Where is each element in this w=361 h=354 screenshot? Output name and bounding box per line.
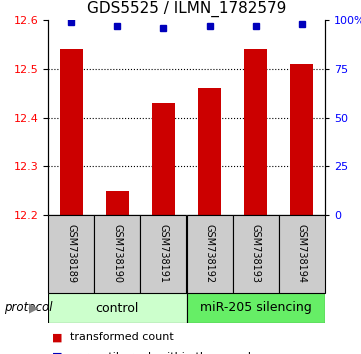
Text: control: control — [96, 302, 139, 314]
Bar — [290, 64, 313, 215]
Text: GSM738193: GSM738193 — [251, 224, 261, 284]
Bar — [187, 215, 233, 293]
Bar — [48, 293, 187, 323]
Text: GSM738189: GSM738189 — [66, 224, 76, 284]
Bar — [233, 215, 279, 293]
Bar — [106, 190, 129, 215]
Text: ■: ■ — [52, 352, 62, 354]
Text: protocol: protocol — [4, 302, 52, 314]
Title: GDS5525 / ILMN_1782579: GDS5525 / ILMN_1782579 — [87, 1, 286, 17]
Text: ■: ■ — [52, 332, 62, 342]
Text: GSM738190: GSM738190 — [112, 224, 122, 284]
Bar — [60, 49, 83, 215]
Text: GSM738192: GSM738192 — [205, 224, 214, 284]
Bar — [140, 215, 187, 293]
Text: ▶: ▶ — [29, 302, 38, 314]
Bar — [279, 215, 325, 293]
Bar — [187, 293, 325, 323]
Text: GSM738191: GSM738191 — [158, 224, 169, 284]
Bar — [244, 49, 267, 215]
Bar — [48, 215, 94, 293]
Text: miR-205 silencing: miR-205 silencing — [200, 302, 312, 314]
Text: GSM738194: GSM738194 — [297, 224, 307, 284]
Bar — [152, 103, 175, 215]
Text: percentile rank within the sample: percentile rank within the sample — [70, 352, 257, 354]
Bar — [94, 215, 140, 293]
Bar — [198, 88, 221, 215]
Text: transformed count: transformed count — [70, 332, 173, 342]
